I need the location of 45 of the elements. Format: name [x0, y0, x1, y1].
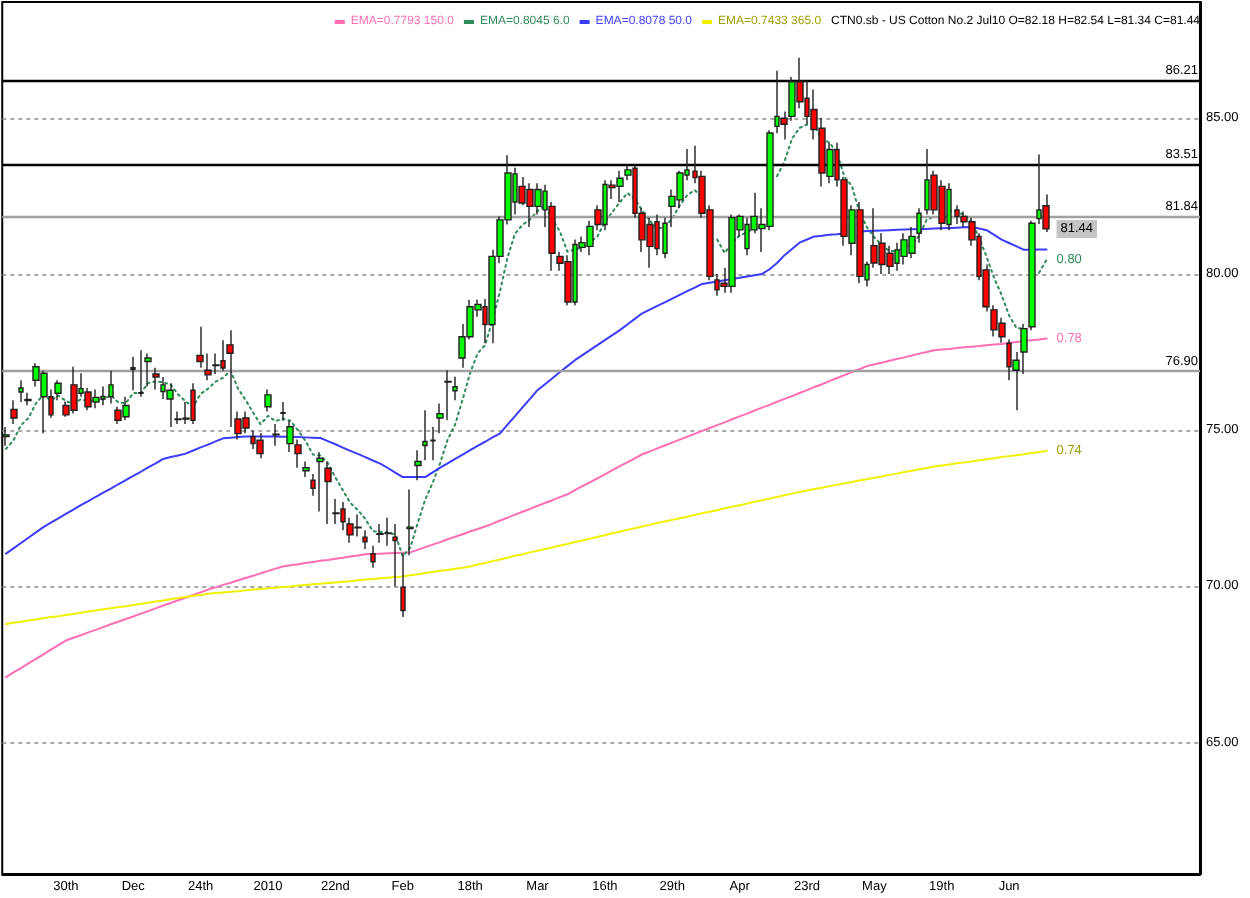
candlestick — [526, 182, 534, 228]
candlestick — [166, 382, 174, 428]
candlestick — [392, 523, 398, 588]
candlestick — [728, 213, 736, 294]
candlestick — [280, 401, 286, 422]
candlestick — [92, 388, 100, 410]
candlestick — [332, 498, 340, 525]
candlestick — [362, 529, 368, 550]
candlestick — [572, 238, 578, 306]
candlestick — [40, 370, 48, 435]
candlestick — [400, 552, 406, 618]
candlestick — [122, 396, 130, 421]
candlestick — [376, 523, 384, 544]
candlestick — [130, 356, 136, 391]
line-series — [4, 450, 1048, 625]
candlestick — [422, 409, 428, 461]
candlestick — [264, 388, 272, 413]
candlestick — [616, 170, 624, 203]
candlestick — [2, 426, 10, 447]
candlestick — [250, 429, 256, 450]
candlestick — [370, 545, 376, 569]
candlestick — [190, 382, 196, 425]
candlestick — [414, 449, 422, 481]
candlestick — [324, 460, 332, 525]
candlestick — [894, 241, 900, 272]
candlestick — [108, 370, 114, 405]
candlestick — [302, 460, 310, 478]
candlestick — [18, 379, 24, 403]
candlestick — [70, 366, 78, 415]
candlestick — [938, 179, 946, 231]
candlestick — [272, 423, 280, 447]
candlestick — [856, 201, 864, 284]
candlestick — [646, 216, 654, 269]
candlestick — [924, 148, 930, 216]
candlestick — [242, 410, 250, 435]
candlestick — [138, 349, 144, 398]
candlestick — [354, 513, 362, 538]
candlestick — [10, 399, 18, 425]
line-series — [4, 337, 1048, 679]
candlestick — [406, 488, 414, 556]
candlestick — [256, 432, 264, 460]
candlestick — [152, 366, 160, 391]
candlestick — [946, 182, 952, 231]
candlestick — [602, 179, 608, 231]
candlestick — [900, 232, 908, 266]
